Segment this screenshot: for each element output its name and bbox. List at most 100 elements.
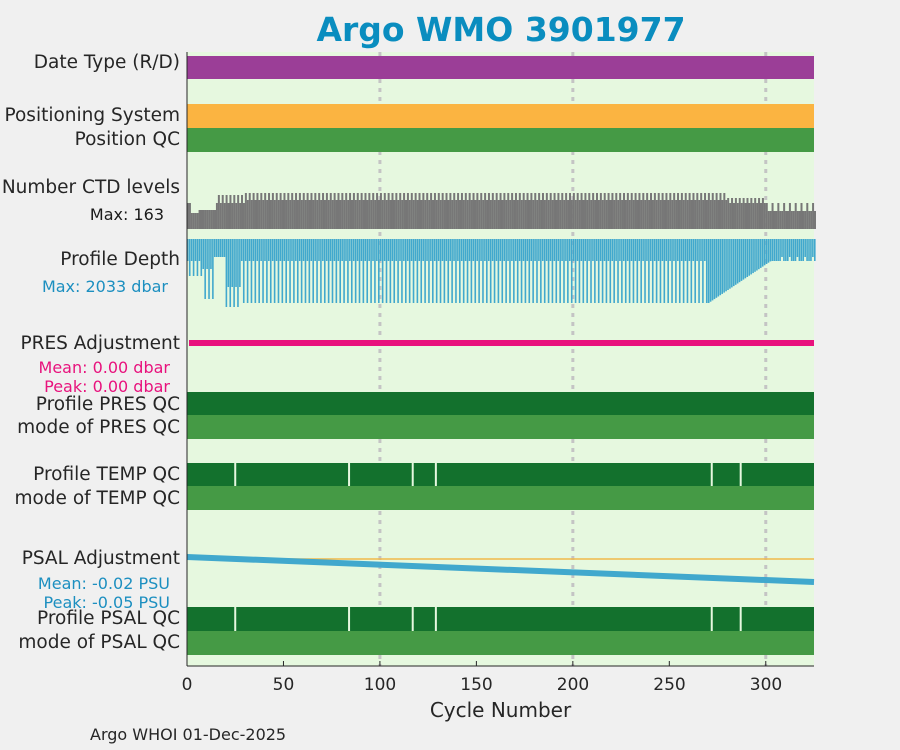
profile-depth-bar bbox=[748, 239, 751, 276]
profile-depth-bar bbox=[414, 239, 417, 261]
ctd-level-bar bbox=[534, 193, 537, 229]
row-label-mode-psal-qc: mode of PSAL QC bbox=[18, 632, 180, 653]
ctd-level-bar bbox=[785, 211, 788, 229]
profile-depth-bar bbox=[705, 239, 708, 303]
ctd-level-bar bbox=[318, 193, 321, 229]
profile-depth-bar bbox=[752, 239, 754, 274]
profile-depth-bar bbox=[486, 239, 488, 303]
ctd-level-bar bbox=[412, 200, 415, 229]
profile-depth-bar bbox=[455, 239, 457, 303]
ctd-level-bar bbox=[567, 200, 570, 229]
ctd-level-bar bbox=[630, 193, 633, 229]
psal-mean-annotation: Mean: -0.02 PSU bbox=[37, 574, 170, 593]
profile-depth-bar bbox=[237, 239, 239, 307]
profile-depth-bar bbox=[675, 239, 677, 303]
profile-depth-bar bbox=[746, 239, 749, 277]
profile-depth-bar bbox=[495, 239, 498, 261]
ctd-level-bar bbox=[781, 211, 784, 229]
ctd-level-bar bbox=[325, 193, 328, 229]
profile-depth-bar bbox=[786, 239, 789, 261]
mode-psal-qc-bar bbox=[187, 631, 814, 655]
profile-depth-bar bbox=[732, 239, 735, 287]
ctd-level-bar bbox=[202, 210, 205, 229]
ctd-level-bar bbox=[435, 200, 438, 229]
ctd-level-bar bbox=[601, 200, 604, 229]
ctd-level-bar bbox=[430, 193, 433, 229]
profile-depth-bar bbox=[769, 239, 772, 262]
profile-depth-bar bbox=[459, 239, 461, 303]
profile-depth-bar bbox=[692, 239, 695, 261]
profile-depth-bar bbox=[503, 239, 505, 261]
ctd-level-bar bbox=[256, 193, 259, 229]
profile-depth-bar bbox=[387, 239, 390, 261]
row-label-profile-pres-qc: Profile PRES QC bbox=[35, 394, 180, 415]
ctd-level-bar bbox=[441, 193, 444, 229]
ctd-level-bar bbox=[341, 193, 344, 229]
profile-depth-bar bbox=[239, 239, 241, 287]
profile-depth-bar bbox=[694, 239, 696, 303]
row-label-pres-adjustment: PRES Adjustment bbox=[20, 333, 180, 354]
profile-depth-bar bbox=[223, 239, 226, 257]
ctd-level-bar bbox=[474, 200, 477, 229]
ctd-level-bar bbox=[379, 193, 382, 229]
ctd-level-bar bbox=[638, 193, 641, 229]
ctd-level-bar bbox=[532, 200, 535, 229]
ctd-level-bar bbox=[673, 193, 676, 229]
ctd-level-bar bbox=[677, 193, 680, 229]
ctd-level-bar bbox=[732, 203, 735, 229]
x-tick-label: 50 bbox=[272, 675, 295, 695]
ctd-level-bar bbox=[646, 193, 649, 229]
ctd-level-bar bbox=[738, 198, 741, 229]
position-qc-bar bbox=[187, 128, 814, 152]
profile-depth-bar bbox=[702, 239, 704, 303]
profile-temp-qc-bar bbox=[187, 463, 814, 486]
profile-depth-bar bbox=[401, 239, 403, 303]
ctd-level-bar bbox=[594, 200, 597, 229]
profile-depth-bar bbox=[617, 239, 619, 303]
profile-depth-bar bbox=[497, 239, 500, 303]
ctd-level-bar bbox=[295, 193, 298, 229]
ctd-level-bar bbox=[377, 200, 380, 229]
profile-depth-bar bbox=[624, 239, 627, 303]
profile-depth-bar bbox=[426, 239, 428, 261]
ctd-level-bar bbox=[509, 200, 512, 229]
profile-depth-bar bbox=[734, 239, 737, 285]
profile-depth-bar bbox=[192, 239, 195, 276]
ctd-level-bar bbox=[497, 200, 500, 229]
profile-depth-bar bbox=[572, 239, 575, 261]
depth-max-annotation: Max: 2033 dbar bbox=[41, 277, 168, 296]
ctd-level-bar bbox=[586, 200, 589, 229]
ctd-level-bar bbox=[439, 200, 442, 229]
ctd-level-bar bbox=[349, 193, 352, 229]
ctd-level-bar bbox=[308, 200, 311, 229]
profile-depth-bar bbox=[424, 239, 426, 303]
ctd-level-bar bbox=[729, 203, 732, 229]
profile-depth-bar bbox=[536, 239, 538, 303]
profile-depth-bar bbox=[314, 239, 316, 261]
ctd-level-bar bbox=[486, 200, 489, 229]
ctd-level-bar bbox=[287, 193, 290, 229]
profile-depth-bar bbox=[677, 239, 679, 261]
profile-depth-bar bbox=[391, 239, 394, 261]
ctd-level-bar bbox=[756, 203, 759, 229]
ctd-level-bar bbox=[424, 200, 427, 229]
pres-mean-annotation: Mean: 0.00 dbar bbox=[38, 358, 170, 377]
profile-depth-bar bbox=[349, 239, 351, 261]
ctd-level-bar bbox=[771, 203, 774, 229]
ctd-level-bar bbox=[333, 193, 336, 229]
ctd-level-bar bbox=[678, 200, 681, 229]
profile-depth-bar bbox=[580, 239, 583, 261]
ctd-level-bar bbox=[702, 200, 705, 229]
ctd-level-bar bbox=[410, 193, 413, 229]
profile-depth-bar bbox=[655, 239, 658, 303]
profile-depth-bar bbox=[460, 239, 463, 261]
profile-depth-bar bbox=[709, 239, 712, 302]
profile-depth-bar bbox=[650, 239, 652, 261]
profile-depth-bar bbox=[794, 239, 797, 261]
profile-depth-bar bbox=[273, 239, 276, 303]
profile-depth-bar bbox=[588, 239, 590, 261]
profile-depth-bar bbox=[468, 239, 471, 261]
profile-depth-bar bbox=[293, 239, 295, 303]
profile-depth-bar bbox=[322, 239, 324, 261]
ctd-level-bar bbox=[445, 193, 448, 229]
